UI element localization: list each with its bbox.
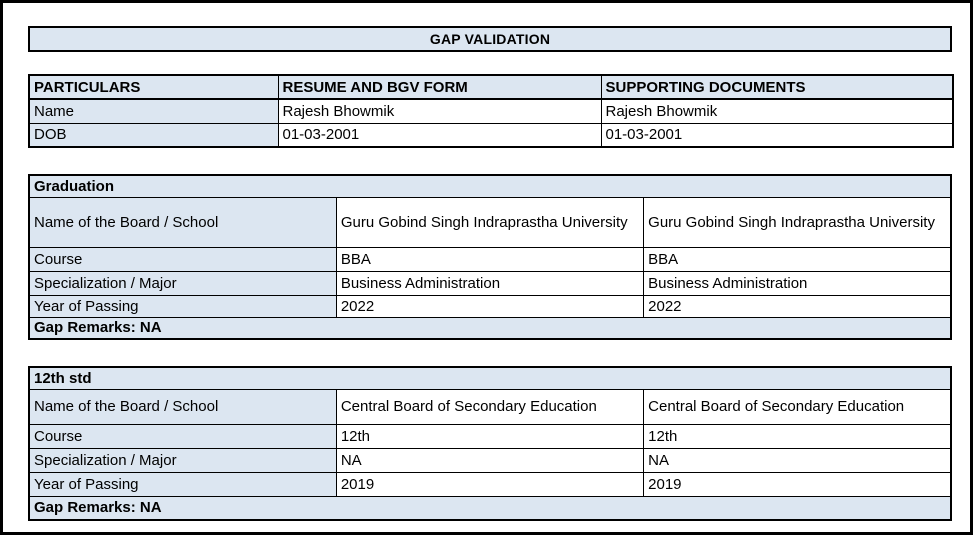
twelfth-board-resume-value: Central Board of Secondary Education [335,388,645,425]
name-supporting-value: Rajesh Bhowmik [600,98,954,124]
particulars-header-row: PARTICULARS RESUME AND BGV FORM SUPPORTI… [28,74,954,100]
twelfth-std-table: 12th std Name of the Board / School Cent… [28,366,952,521]
graduation-gap-remarks-row: Gap Remarks: NA [28,316,952,340]
graduation-course-resume-value: BBA [335,246,645,272]
graduation-section-title: Graduation [28,174,952,198]
graduation-section-header-row: Graduation [28,174,952,198]
row-label-course: Course [28,423,337,449]
dob-supporting-value: 01-03-2001 [600,122,954,148]
graduation-year-resume-value: 2022 [335,294,645,318]
page-title: GAP VALIDATION [28,26,952,52]
twelfth-course-row: Course 12th 12th [28,423,952,449]
row-label-board-school: Name of the Board / School [28,388,337,425]
row-dob: DOB 01-03-2001 01-03-2001 [28,122,954,148]
graduation-table: Graduation Name of the Board / School Gu… [28,174,952,340]
row-label-name: Name [28,98,279,124]
graduation-year-row: Year of Passing 2022 2022 [28,294,952,318]
graduation-specialization-resume-value: Business Administration [335,270,645,296]
name-resume-value: Rajesh Bhowmik [277,98,602,124]
twelfth-specialization-resume-value: NA [335,447,645,473]
row-label-year-of-passing: Year of Passing [28,471,337,497]
twelfth-specialization-supporting-value: NA [643,447,952,473]
dob-resume-value: 01-03-2001 [277,122,602,148]
twelfth-board-supporting-value: Central Board of Secondary Education [643,388,952,425]
particulars-table: PARTICULARS RESUME AND BGV FORM SUPPORTI… [28,74,954,148]
graduation-course-supporting-value: BBA [643,246,952,272]
row-label-specialization: Specialization / Major [28,447,337,473]
twelfth-year-resume-value: 2019 [335,471,645,497]
row-label-course: Course [28,246,337,272]
graduation-course-row: Course BBA BBA [28,246,952,272]
twelfth-year-supporting-value: 2019 [643,471,952,497]
row-label-dob: DOB [28,122,279,148]
twelfth-course-resume-value: 12th [335,423,645,449]
twelfth-specialization-row: Specialization / Major NA NA [28,447,952,473]
row-label-year-of-passing: Year of Passing [28,294,337,318]
column-header-particulars: PARTICULARS [28,74,279,100]
twelfth-board-row: Name of the Board / School Central Board… [28,388,952,425]
twelfth-gap-remarks: Gap Remarks: NA [28,495,952,521]
graduation-board-supporting-value: Guru Gobind Singh Indraprastha Universit… [643,196,952,248]
row-name: Name Rajesh Bhowmik Rajesh Bhowmik [28,98,954,124]
column-header-supporting-documents: SUPPORTING DOCUMENTS [600,74,954,100]
twelfth-section-header-row: 12th std [28,366,952,390]
column-header-resume-bgv: RESUME AND BGV FORM [277,74,602,100]
twelfth-year-row: Year of Passing 2019 2019 [28,471,952,497]
graduation-specialization-supporting-value: Business Administration [643,270,952,296]
graduation-year-supporting-value: 2022 [643,294,952,318]
graduation-board-row: Name of the Board / School Guru Gobind S… [28,196,952,248]
graduation-gap-remarks: Gap Remarks: NA [28,316,952,340]
twelfth-course-supporting-value: 12th [643,423,952,449]
graduation-board-resume-value: Guru Gobind Singh Indraprastha Universit… [335,196,645,248]
twelfth-gap-remarks-row: Gap Remarks: NA [28,495,952,521]
twelfth-section-title: 12th std [28,366,952,390]
graduation-specialization-row: Specialization / Major Business Administ… [28,270,952,296]
row-label-board-school: Name of the Board / School [28,196,337,248]
row-label-specialization: Specialization / Major [28,270,337,296]
